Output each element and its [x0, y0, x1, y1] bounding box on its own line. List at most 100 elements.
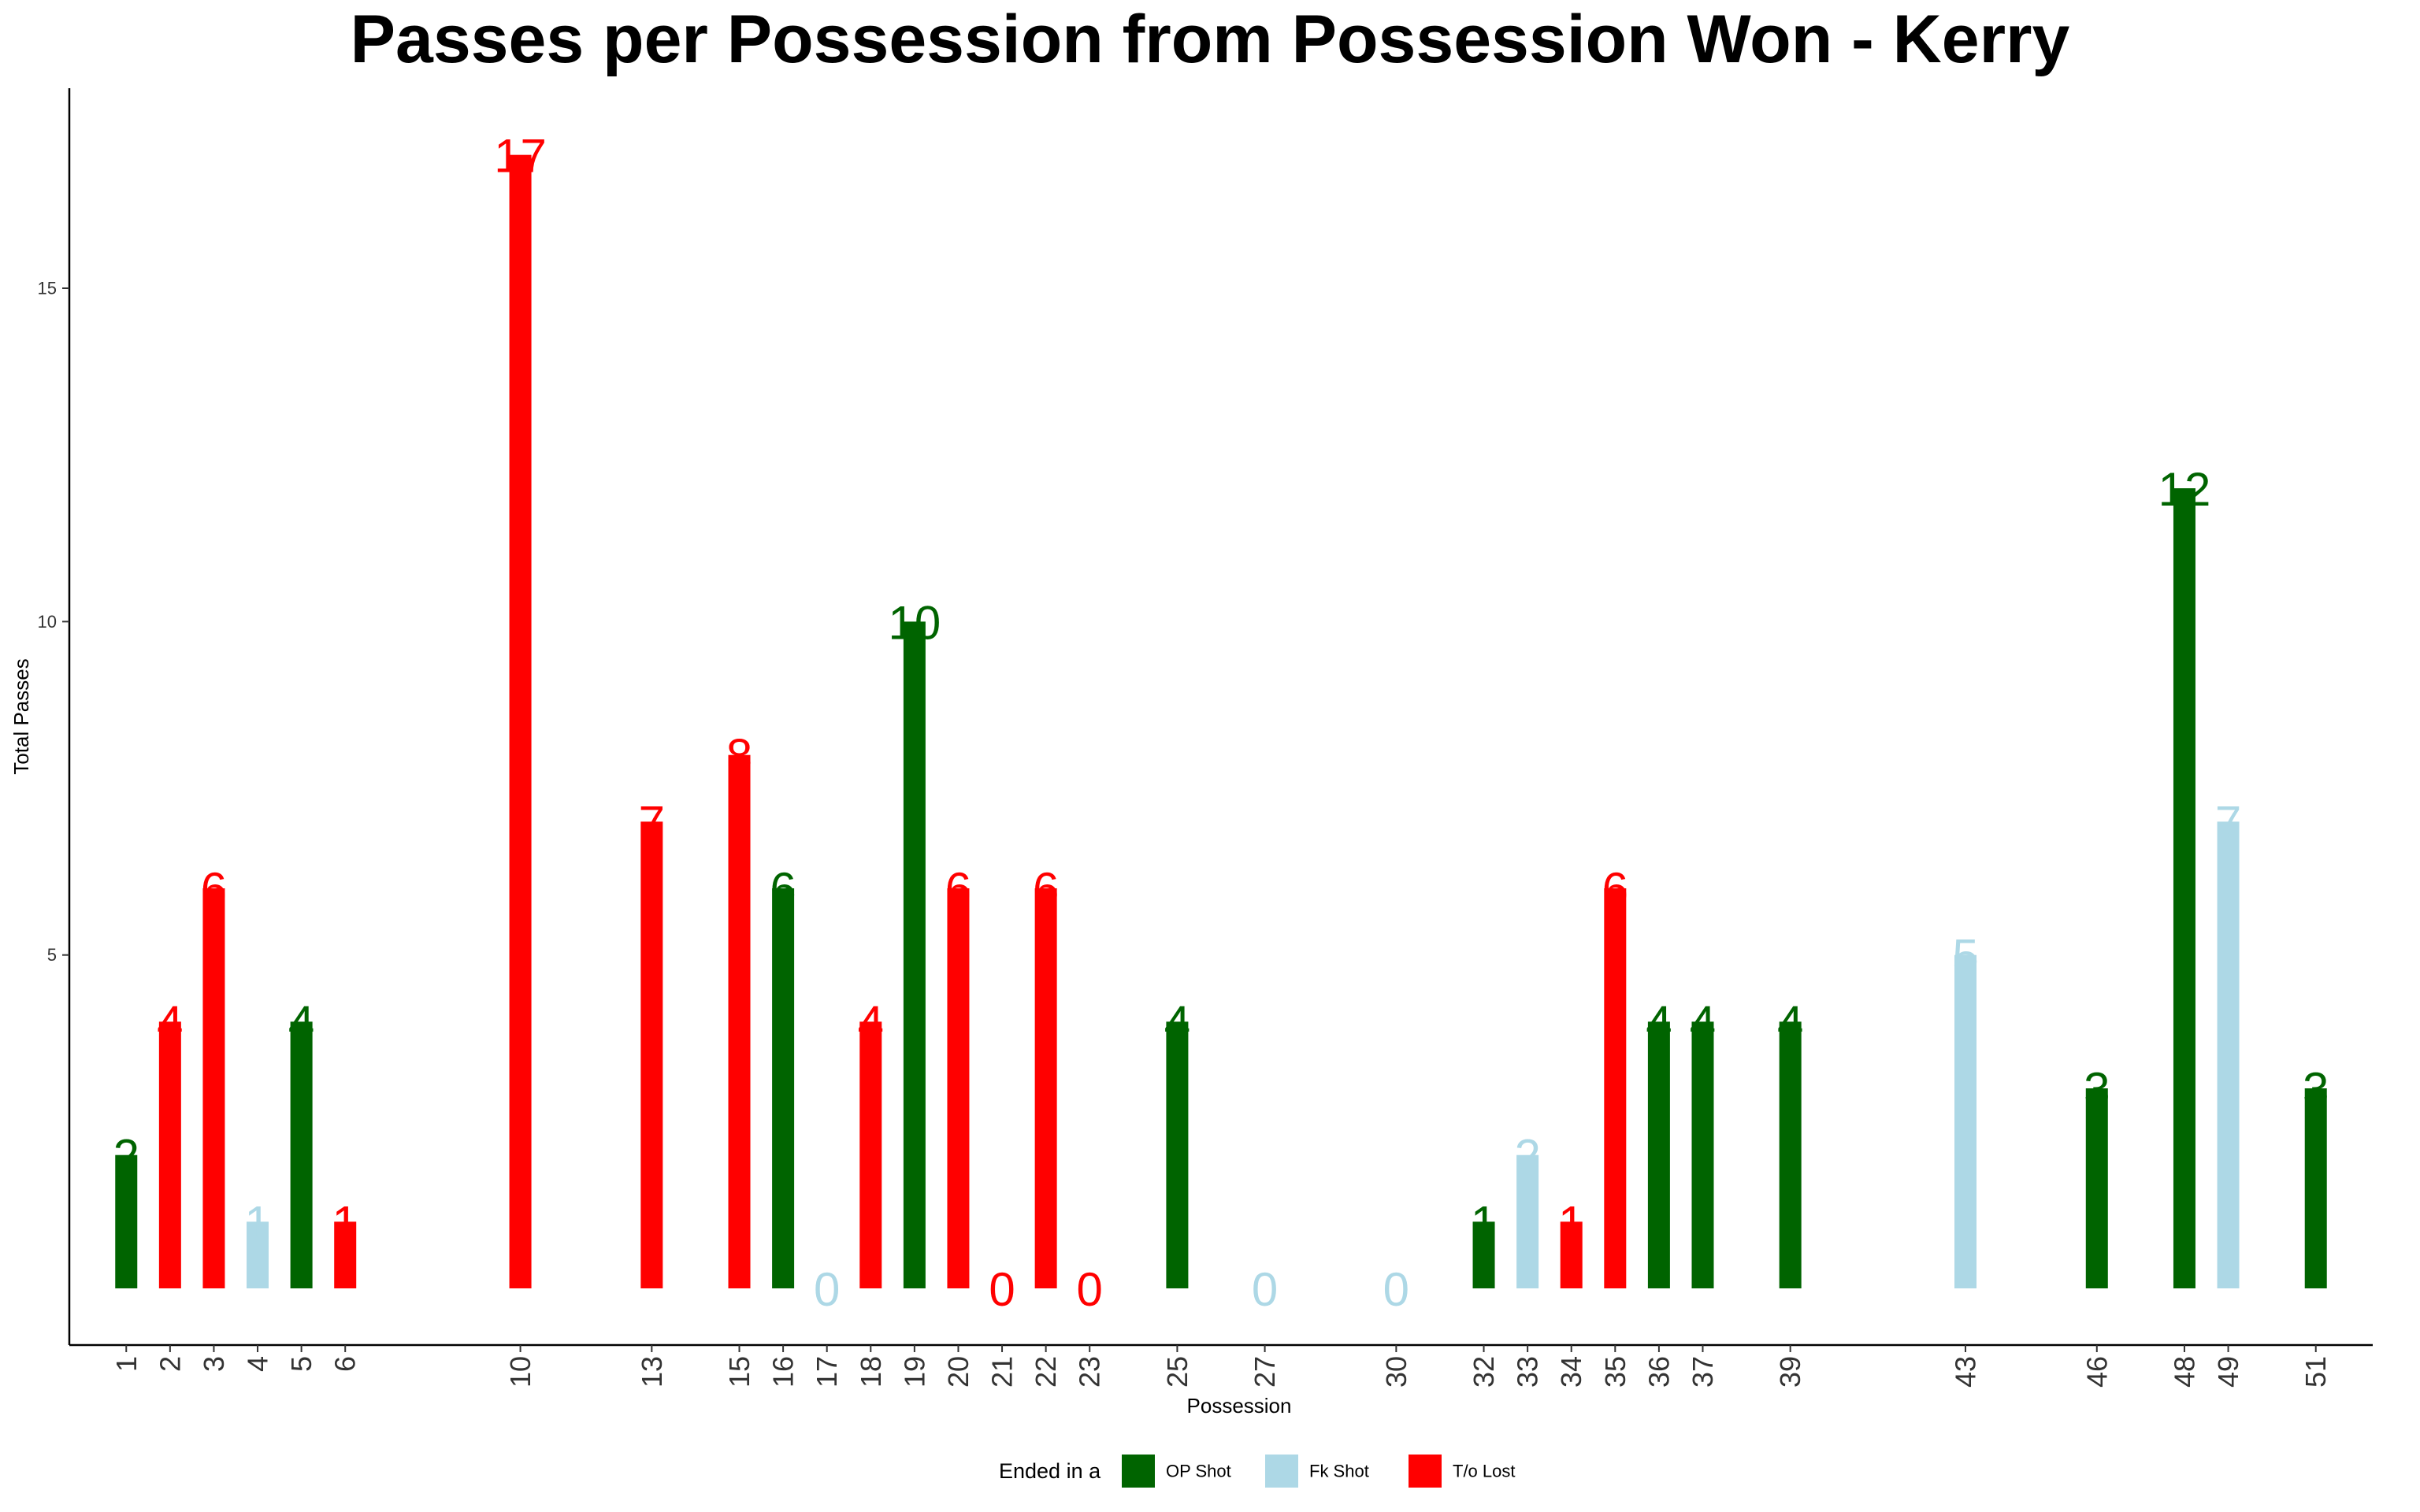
- data-label-possession-49: 7: [2215, 796, 2241, 849]
- data-label-possession-18: 4: [858, 996, 884, 1049]
- data-label-possession-15: 8: [726, 730, 752, 783]
- bar-possession-48: [2173, 488, 2195, 1289]
- x-tick-label-25: 25: [1161, 1356, 1193, 1388]
- x-tick-label-16: 16: [767, 1356, 800, 1388]
- x-tick-label-27: 27: [1249, 1356, 1281, 1388]
- data-label-possession-34: 1: [1558, 1196, 1584, 1249]
- legend-swatch-to: [1409, 1455, 1442, 1488]
- bar-possession-19: [903, 621, 926, 1289]
- bar-possession-32: [1472, 1221, 1495, 1289]
- bar-possession-16: [772, 888, 795, 1289]
- data-label-possession-23: 0: [1077, 1263, 1103, 1316]
- chart-title: Passes per Possession from Possession Wo…: [350, 2, 2070, 77]
- x-tick-label-4: 4: [242, 1356, 274, 1372]
- y-ticks-layer: 5 10 15: [38, 279, 69, 965]
- legend-title: Ended in a: [999, 1459, 1101, 1483]
- bar-possession-39: [1779, 1021, 1802, 1289]
- data-label-possession-39: 4: [1777, 996, 1803, 1049]
- data-label-possession-43: 5: [1952, 930, 1978, 983]
- x-axis-title: Possession: [1187, 1394, 1292, 1418]
- bar-possession-15: [728, 754, 751, 1289]
- data-label-possession-35: 6: [1602, 863, 1628, 916]
- bar-possession-6: [334, 1221, 357, 1289]
- x-ticks-layer: 1 2 3 4 5 6 10 13 15 16 17 18 19 20 21 22 23 25 27 30 32 33 34…: [110, 1345, 2332, 1388]
- x-tick-label-18: 18: [855, 1356, 887, 1388]
- x-tick-label-2: 2: [154, 1356, 186, 1372]
- x-tick-label-20: 20: [942, 1356, 974, 1388]
- bars-layer: [115, 154, 2327, 1289]
- x-tick-label-22: 22: [1030, 1356, 1062, 1388]
- x-tick-label-30: 30: [1380, 1356, 1412, 1388]
- data-label-possession-6: 1: [332, 1196, 358, 1249]
- y-axis-title: Total Passes: [9, 658, 33, 774]
- x-tick-label-3: 3: [198, 1356, 230, 1372]
- x-tick-label-35: 35: [1599, 1356, 1631, 1388]
- bar-possession-10: [509, 154, 532, 1289]
- x-tick-label-15: 15: [723, 1356, 755, 1388]
- data-label-possession-25: 4: [1164, 996, 1190, 1049]
- bar-possession-51: [2304, 1088, 2327, 1289]
- x-tick-label-13: 13: [636, 1356, 668, 1388]
- x-tick-label-51: 51: [2299, 1356, 2332, 1388]
- data-label-possession-13: 7: [639, 796, 665, 849]
- x-tick-label-5: 5: [285, 1356, 317, 1372]
- legend: Ended in a OP Shot Fk Shot T/o Lost: [999, 1455, 1515, 1488]
- y-tick-label-10: 10: [38, 612, 57, 632]
- x-tick-label-46: 46: [2080, 1356, 2113, 1388]
- data-label-possession-1: 2: [113, 1130, 139, 1183]
- data-label-possession-2: 4: [157, 996, 183, 1049]
- bar-possession-1: [115, 1154, 138, 1289]
- x-tick-label-23: 23: [1074, 1356, 1106, 1388]
- x-tick-label-21: 21: [986, 1356, 1019, 1388]
- data-label-possession-10: 17: [494, 130, 547, 183]
- data-label-possession-46: 3: [2084, 1063, 2110, 1116]
- bar-possession-18: [859, 1021, 882, 1289]
- x-tick-label-36: 36: [1642, 1356, 1675, 1388]
- bar-possession-2: [158, 1021, 181, 1289]
- data-label-possession-21: 0: [989, 1263, 1015, 1316]
- data-label-possession-48: 12: [2158, 463, 2211, 516]
- data-label-possession-16: 6: [770, 863, 796, 916]
- bar-possession-5: [290, 1021, 313, 1289]
- data-label-possession-32: 1: [1471, 1196, 1497, 1249]
- bar-possession-37: [1691, 1021, 1714, 1289]
- bar-possession-34: [1560, 1221, 1583, 1289]
- bar-possession-43: [1954, 954, 1977, 1289]
- x-tick-label-10: 10: [504, 1356, 536, 1388]
- x-tick-label-19: 19: [898, 1356, 930, 1388]
- data-label-possession-5: 4: [288, 996, 314, 1049]
- x-tick-label-39: 39: [1774, 1356, 1806, 1388]
- x-tick-label-37: 37: [1687, 1356, 1719, 1388]
- bar-possession-4: [247, 1221, 269, 1289]
- data-label-possession-4: 1: [244, 1196, 270, 1249]
- data-label-possession-37: 4: [1690, 996, 1716, 1049]
- x-tick-label-17: 17: [811, 1356, 843, 1388]
- bar-possession-33: [1516, 1154, 1539, 1289]
- data-label-possession-3: 6: [201, 863, 227, 916]
- legend-label-to: T/o Lost: [1453, 1462, 1515, 1481]
- data-label-possession-17: 0: [814, 1263, 840, 1316]
- bar-possession-46: [2085, 1088, 2108, 1289]
- x-tick-label-34: 34: [1555, 1356, 1587, 1388]
- data-label-possession-19: 10: [888, 596, 941, 649]
- x-tick-label-48: 48: [2168, 1356, 2200, 1388]
- data-label-possession-36: 4: [1646, 996, 1672, 1049]
- bar-possession-13: [640, 821, 663, 1289]
- x-tick-label-1: 1: [110, 1356, 143, 1372]
- bar-possession-36: [1647, 1021, 1670, 1289]
- data-label-possession-33: 2: [1514, 1130, 1540, 1183]
- bar-possession-20: [947, 888, 970, 1289]
- legend-swatch-op: [1122, 1455, 1155, 1488]
- y-tick-label-5: 5: [47, 945, 57, 965]
- x-tick-label-49: 49: [2212, 1356, 2244, 1388]
- x-tick-label-43: 43: [1950, 1356, 1982, 1388]
- x-tick-label-32: 32: [1468, 1356, 1500, 1388]
- y-tick-label-15: 15: [38, 279, 57, 298]
- legend-swatch-fk: [1265, 1455, 1298, 1488]
- data-label-possession-20: 6: [945, 863, 971, 916]
- bar-possession-49: [2217, 821, 2240, 1289]
- bar-possession-35: [1604, 888, 1627, 1289]
- data-label-possession-51: 3: [2303, 1063, 2329, 1116]
- data-label-possession-30: 0: [1383, 1263, 1409, 1316]
